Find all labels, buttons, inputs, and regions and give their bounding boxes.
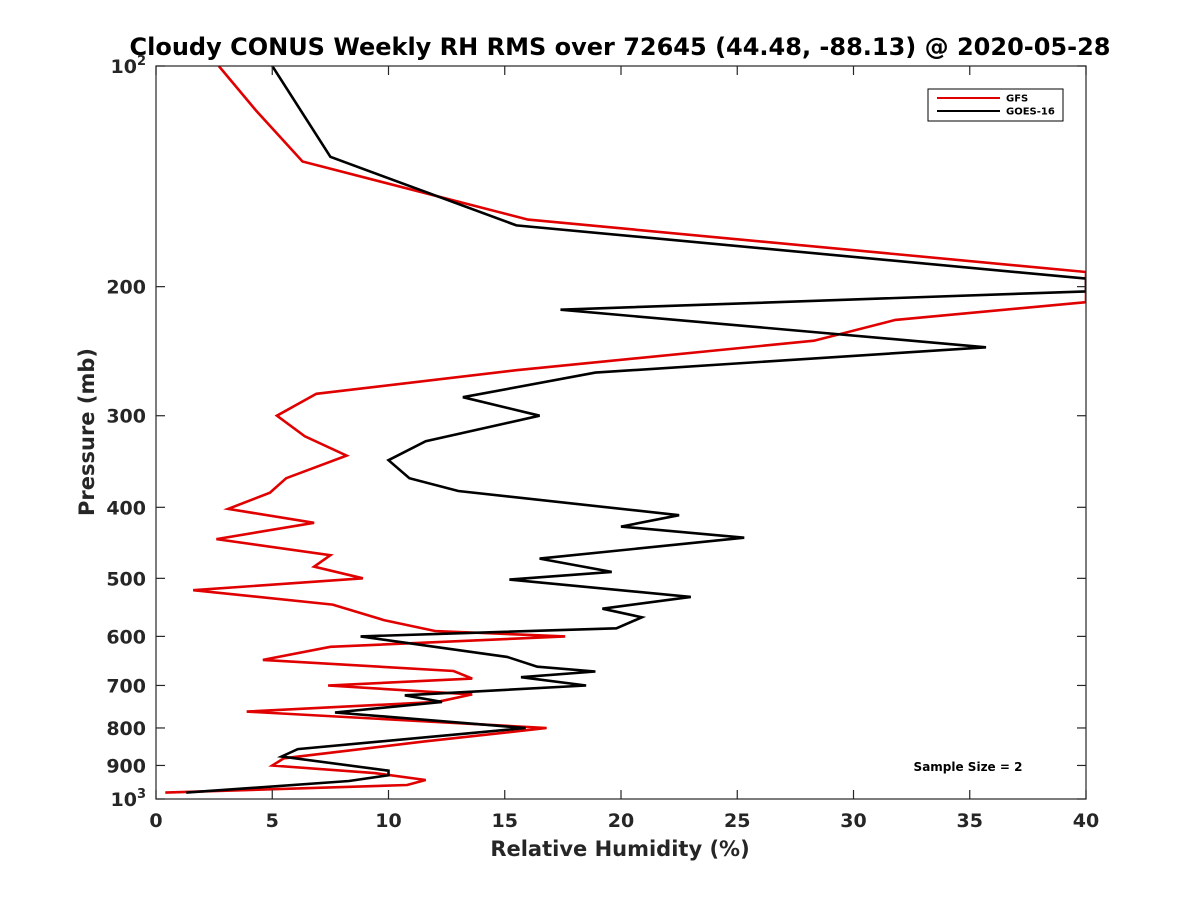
y-tick-label: 400 (106, 497, 146, 519)
legend-label-goes-16: GOES-16 (1006, 107, 1055, 118)
y-tick-base: 10 (111, 789, 137, 811)
plot-axes-frame (155, 65, 1087, 800)
sample-size-annotation: Sample Size = 2 (914, 760, 1023, 774)
y-tick-label: 103 (111, 787, 147, 811)
y-tick-label: 200 (106, 277, 146, 299)
y-tick-label: 900 (106, 755, 146, 777)
x-tick-label: 25 (724, 810, 750, 832)
chart-title: Cloudy CONUS Weekly RH RMS over 72645 (4… (130, 33, 1111, 61)
series-line-gfs (165, 66, 1086, 794)
legend: GFS GOES-16 (927, 88, 1064, 122)
series-layer (165, 66, 1086, 794)
x-axis-label: Relative Humidity (%) (490, 837, 749, 861)
y-tick-label: 600 (106, 626, 146, 648)
x-tick-label: 35 (957, 810, 983, 832)
x-tick-label: 5 (266, 810, 279, 832)
y-tick-label: 500 (106, 568, 146, 590)
x-tick-label: 40 (1073, 810, 1099, 832)
x-tick-label: 10 (375, 810, 401, 832)
y-axis-label: Pressure (mb) (75, 348, 99, 516)
legend-label-gfs: GFS (1006, 94, 1028, 105)
x-tick-label: 20 (608, 810, 634, 832)
y-tick-base: 10 (111, 56, 137, 78)
y-tick-exponent: 2 (137, 54, 146, 69)
legend-box (927, 88, 1064, 122)
x-tick-label: 30 (840, 810, 866, 832)
x-tick-label: 15 (492, 810, 518, 832)
tick-layer: 0 5 10 15 20 25 30 35 40102200300400500600700800… (106, 54, 1099, 832)
y-tick-label: 800 (106, 718, 146, 740)
y-tick-label: 300 (106, 406, 146, 428)
y-tick-label: 102 (111, 54, 147, 78)
x-tick-label: 0 (149, 810, 162, 832)
y-tick-label: 700 (106, 675, 146, 697)
y-tick-exponent: 3 (137, 787, 146, 802)
series-line-goes-16 (186, 66, 1086, 794)
